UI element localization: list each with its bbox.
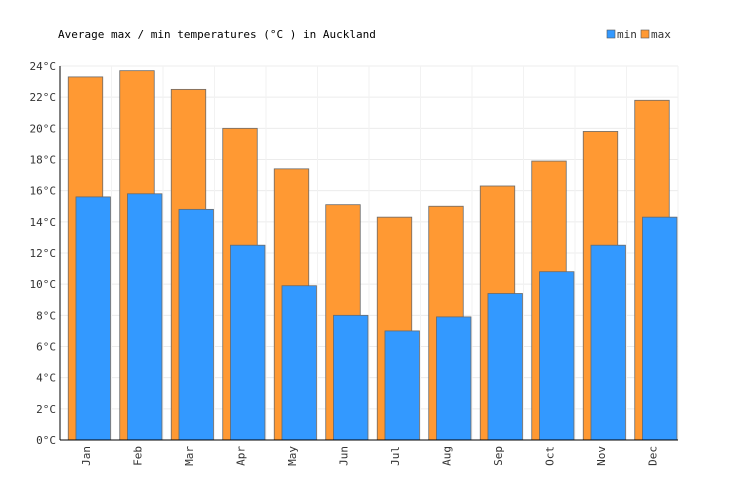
y-tick-label: 16°C [30, 185, 57, 198]
y-tick-label: 2°C [36, 403, 56, 416]
y-tick-label: 4°C [36, 372, 56, 385]
x-tick-label: Mar [183, 446, 196, 466]
bar-min-aug [436, 316, 472, 441]
x-tick-label: Jun [337, 446, 350, 466]
chart-title: Average max / min temperatures (°C ) in … [58, 28, 376, 41]
bar-min-may [281, 285, 317, 441]
legend-label-max: max [651, 28, 671, 41]
bars [67, 70, 678, 441]
x-tick-label: Nov [595, 446, 608, 466]
bar-min-nov [590, 244, 626, 441]
x-tick-label: Aug [440, 446, 453, 466]
y-axis: 0°C 2°C 4°C 6°C 8°C 10°C 12°C 14°C 16°C 18°C 20°C 2… [30, 60, 61, 447]
y-tick-label: 8°C [36, 309, 56, 322]
y-tick-label: 0°C [36, 434, 56, 447]
legend-label-min: min [617, 28, 637, 41]
bar-min-oct [539, 271, 575, 441]
x-tick-label: Dec [646, 446, 659, 466]
y-tick-label: 12°C [30, 247, 57, 260]
y-tick-label: 10°C [30, 278, 57, 291]
bar-min-dec [642, 216, 678, 441]
y-tick-label: 6°C [36, 341, 56, 354]
x-tick-label: Jan [80, 446, 93, 466]
bar-min-jun [333, 314, 369, 441]
bar-min-sep [487, 293, 523, 441]
x-tick-label: Sep [492, 446, 505, 466]
legend: min max [606, 28, 671, 41]
x-tick-label: Apr [234, 446, 247, 466]
x-axis: Jan Feb Mar Apr May Jun Jul Aug Sep Oct Nov Dec [60, 439, 678, 466]
bar-min-mar [178, 208, 214, 441]
bar-min-jan [75, 196, 111, 441]
y-tick-label: 18°C [30, 154, 57, 167]
x-tick-label: Oct [543, 446, 556, 466]
x-tick-label: Jul [389, 446, 402, 466]
bar-min-jul [384, 330, 420, 441]
y-tick-label: 24°C [30, 60, 57, 73]
legend-swatch-max [640, 29, 650, 39]
y-tick-label: 22°C [30, 91, 57, 104]
y-tick-label: 14°C [30, 216, 57, 229]
x-tick-label: Feb [131, 446, 144, 466]
bar-min-feb [127, 193, 163, 441]
x-tick-label: May [286, 446, 299, 466]
legend-swatch-min [606, 29, 616, 39]
bar-min-apr [230, 244, 266, 441]
y-tick-label: 20°C [30, 122, 57, 135]
